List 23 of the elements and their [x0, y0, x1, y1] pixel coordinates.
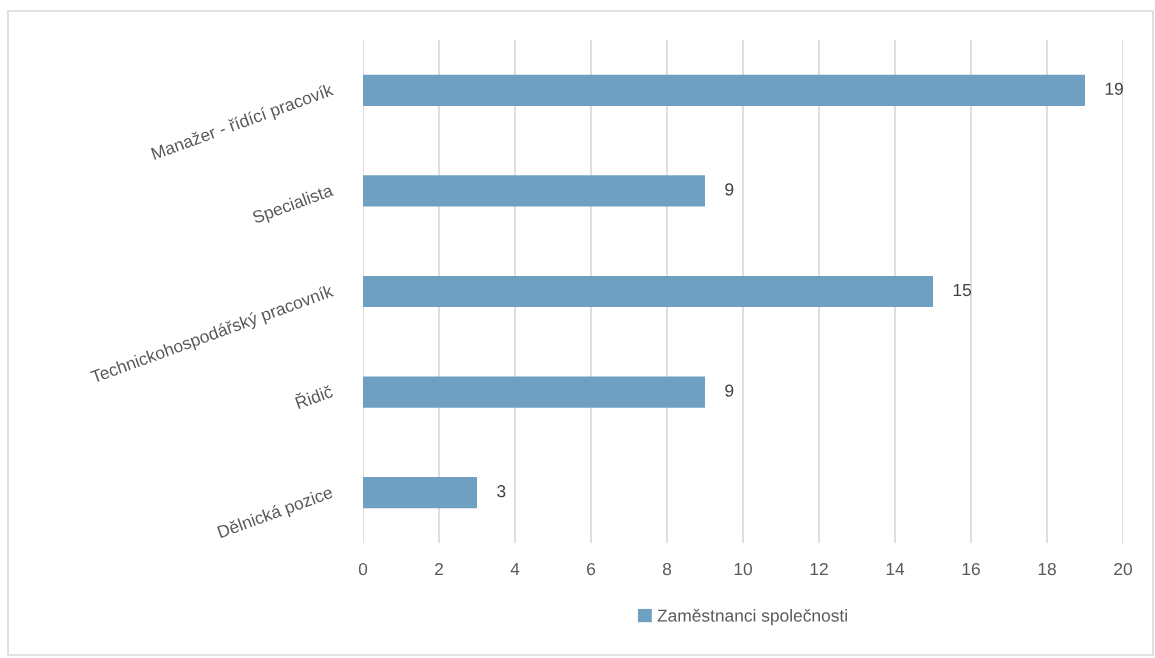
- x-tick-label: 20: [1114, 562, 1132, 576]
- x-tick-label: 10: [734, 562, 752, 576]
- x-tick-label: 14: [886, 563, 905, 576]
- data-label: 15: [953, 284, 972, 297]
- bar: [363, 175, 705, 207]
- bar: [363, 275, 933, 308]
- x-tick-label: 18: [1038, 562, 1056, 576]
- x-tick-label: 12: [810, 562, 828, 576]
- data-label: 9: [725, 183, 734, 196]
- bar: [363, 477, 477, 509]
- data-label: 9: [725, 384, 734, 397]
- x-tick-label: 2: [435, 562, 443, 576]
- x-tick-label: 16: [962, 562, 980, 576]
- data-label: 19: [1105, 82, 1123, 95]
- bar: [363, 74, 1085, 106]
- x-tick-label: 0: [358, 562, 368, 576]
- y-tick-label: Řidič: [293, 382, 334, 410]
- x-tick-label: 8: [662, 562, 672, 576]
- x-tick-label: 6: [587, 562, 596, 576]
- x-tick-label: 4: [510, 563, 520, 576]
- legend-label: Zaměstnanci společnosti: [657, 608, 847, 626]
- bar: [363, 376, 705, 408]
- data-label: 3: [497, 485, 506, 498]
